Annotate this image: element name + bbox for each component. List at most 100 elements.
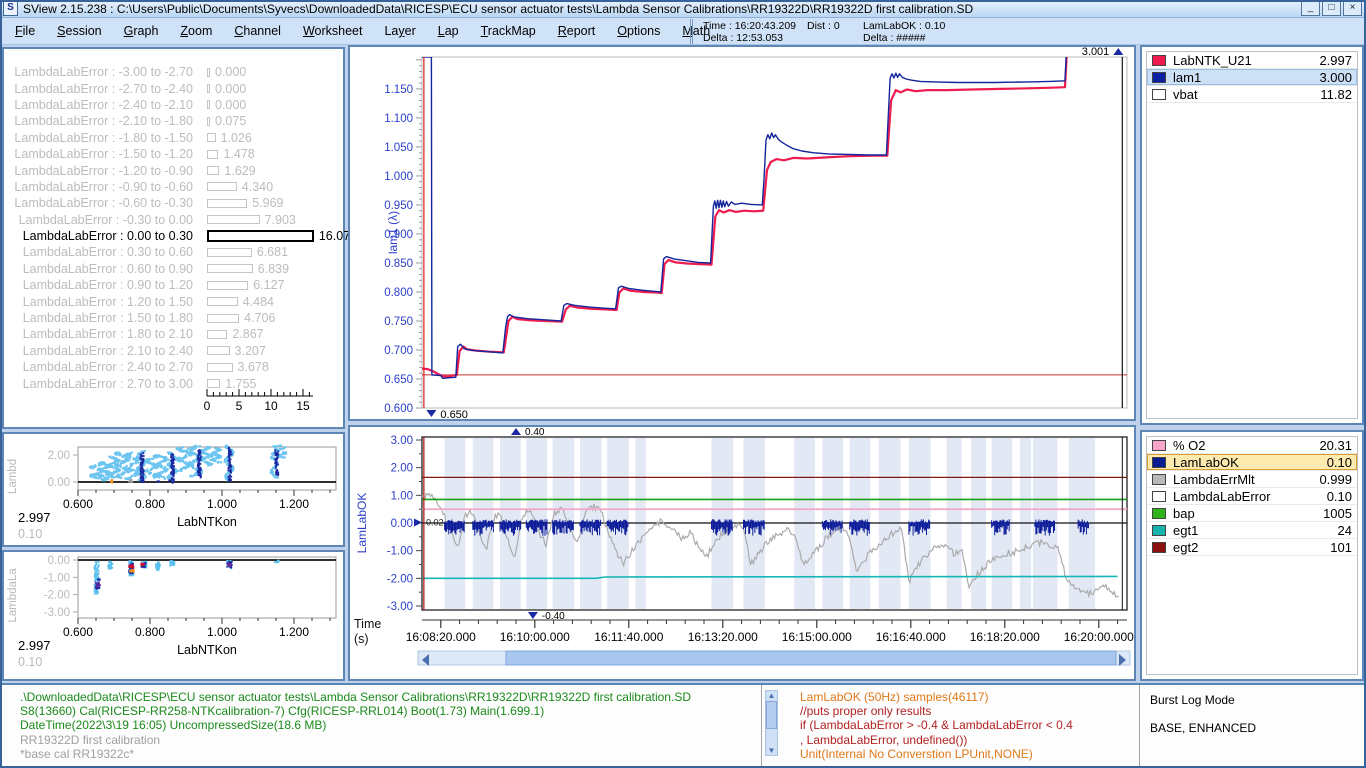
menu-item-worksheet[interactable]: Worksheet <box>302 24 363 38</box>
channel-row--o2[interactable]: % O2 20.31 <box>1147 437 1357 454</box>
svg-text:1.000: 1.000 <box>384 171 413 183</box>
scroll-right-icon[interactable] <box>1119 654 1126 666</box>
svg-text:0.600: 0.600 <box>63 497 93 511</box>
histogram-row[interactable]: LambdaLabError : -1.80 to -1.50 1.026 <box>4 130 343 146</box>
histogram-row[interactable]: LambdaLabError : -0.60 to -0.30 5.969 <box>4 195 343 211</box>
menu-item-graph[interactable]: Graph <box>123 24 159 38</box>
menu-item-math[interactable]: Math <box>682 24 711 38</box>
histogram-row[interactable]: LambdaLabError : 2.40 to 2.70 3.678 <box>4 359 343 375</box>
lamlabok-chart-panel[interactable]: -3.00 -2.00 -1.00 0.00 1.00 2.00 3.00 LamLabOK 0… <box>348 425 1136 681</box>
scatter-top-chart[interactable]: 0.00 2.00 0.600 0.800 1.000 1.200 LabNTKon Lamb… <box>4 434 343 545</box>
scatter-ylabel: LambdaLa <box>7 568 19 623</box>
time-scrollbar-thumb[interactable] <box>505 650 1117 666</box>
svg-text:0.850: 0.850 <box>384 258 413 270</box>
scatter-top-panel[interactable]: 0.00 2.00 0.600 0.800 1.000 1.200 LabNTKon Lamb… <box>2 432 345 547</box>
histogram-bar <box>207 280 249 290</box>
channel-name: bap <box>1173 505 1195 521</box>
histogram-bar <box>207 116 210 126</box>
scroll-left-icon[interactable] <box>422 654 429 666</box>
channel-value: 24 <box>1337 522 1352 538</box>
below-range-label: 0.650 <box>440 409 468 419</box>
channel-row-labntk-u21[interactable]: LabNTK_U21 2.997 <box>1147 52 1357 69</box>
histogram-row[interactable]: LambdaLabError : 2.70 to 3.00 1.755 <box>4 375 343 391</box>
histogram-row[interactable]: LambdaLabError : -3.00 to -2.70 0.000 <box>4 64 343 80</box>
histogram-row-label: LambdaLabError : 1.50 to 1.80 <box>22 311 193 326</box>
histogram-row[interactable]: LambdaLabError : -1.20 to -0.90 1.629 <box>4 162 343 178</box>
histogram-bar <box>207 149 219 159</box>
menu-item-report[interactable]: Report <box>557 24 596 38</box>
svg-text:-3.00: -3.00 <box>44 607 70 619</box>
scatter-cursor-x-value: 2.997 <box>18 638 51 653</box>
math-scrollbar[interactable]: ▲ ▼ <box>765 690 778 756</box>
channel-row-lambdaerrmlt[interactable]: LambdaErrMlt 0.999 <box>1147 471 1357 488</box>
histogram-row[interactable]: LambdaLabError : -1.50 to -1.20 1.478 <box>4 146 343 162</box>
cursor-value-arrow-icon <box>1113 48 1124 55</box>
svg-text:-2.00: -2.00 <box>387 573 413 585</box>
scatter-bottom-chart[interactable]: 0.00 -1.00 -2.00 -3.00 0.600 0.800 1.000 1.200 L… <box>4 552 343 679</box>
histogram-panel[interactable]: LambdaLabError : -3.00 to -2.70 0.000 Lamb… <box>2 47 357 429</box>
svg-text:1.200: 1.200 <box>279 497 309 511</box>
histogram-row[interactable]: LambdaLabError : 1.50 to 1.80 4.706 <box>4 310 343 326</box>
scroll-thumb[interactable] <box>766 701 777 729</box>
statusbar-math-info: ▲ ▼ LamLabOK (50Hz) samples(46117)//puts… <box>762 685 1140 768</box>
main-chart[interactable]: 0.600 0.650 0.700 0.750 0.800 0.850 0.900 0.950… <box>350 47 1134 419</box>
menubar-status: Time : 16:20:43.209 Dist : 0 LamLabOK : … <box>690 19 945 44</box>
histogram-row[interactable]: LambdaLabError : 0.90 to 1.20 6.127 <box>4 277 343 293</box>
histogram-row-label: LambdaLabError : 0.30 to 0.60 <box>22 245 193 260</box>
menu-item-trackmap[interactable]: TrackMap <box>480 24 536 38</box>
lamlabok-chart[interactable]: -3.00 -2.00 -1.00 0.00 1.00 2.00 3.00 LamLabOK 0… <box>350 427 1134 679</box>
statusbar-line: //puts proper only results <box>800 704 932 719</box>
menu-item-options[interactable]: Options <box>617 24 661 38</box>
channel-row-vbat[interactable]: vbat 11.82 <box>1147 86 1357 103</box>
menu-item-zoom[interactable]: Zoom <box>180 24 213 38</box>
channel-row-bap[interactable]: bap 1005 <box>1147 505 1357 522</box>
histogram-row[interactable]: LambdaLabError : 0.00 to 0.30 16.074 <box>4 228 357 244</box>
channel-value: 0.10 <box>1326 454 1352 470</box>
histogram-bar <box>207 198 248 208</box>
channel-list-top-panel: LabNTK_U21 2.997 lam1 3.000 vbat 11.82 <box>1140 45 1364 425</box>
histogram-row[interactable]: LambdaLabError : -2.10 to -1.80 0.075 <box>4 113 343 129</box>
menu-item-channel[interactable]: Channel <box>234 24 281 38</box>
menu-item-layer[interactable]: Layer <box>384 24 416 38</box>
menu-item-session[interactable]: Session <box>57 24 102 38</box>
menu-item-lap[interactable]: Lap <box>437 24 459 38</box>
histogram-row[interactable]: LambdaLabError : 2.10 to 2.40 3.207 <box>4 343 343 359</box>
scatter-bottom-panel[interactable]: 0.00 -1.00 -2.00 -3.00 0.600 0.800 1.000 1.200 L… <box>2 550 345 681</box>
channel-color-swatch <box>1152 507 1166 519</box>
status-delta-lamlabok: Delta : ##### <box>863 32 926 44</box>
scatter-ylabel: Lambd <box>7 459 19 494</box>
scroll-down-icon[interactable]: ▼ <box>767 746 776 755</box>
channel-row-egt2[interactable]: egt2 101 <box>1147 539 1357 556</box>
histogram-row[interactable]: LambdaLabError : -2.40 to -2.10 0.000 <box>4 97 343 113</box>
histogram-bar <box>207 67 210 77</box>
histogram-row[interactable]: LambdaLabError : 1.80 to 2.10 2.867 <box>4 326 343 342</box>
scroll-up-icon[interactable]: ▲ <box>767 691 776 700</box>
minimize-button[interactable]: _ <box>1301 1 1320 16</box>
channel-row-lambdalaberror[interactable]: LambdaLabError 0.10 <box>1147 488 1357 505</box>
channel-row-egt1[interactable]: egt1 24 <box>1147 522 1357 539</box>
menubar: File Session Graph Zoom Channel Worksheet Laye… <box>0 18 1366 45</box>
svg-text:0.00: 0.00 <box>391 518 413 530</box>
channel-name: egt2 <box>1173 539 1199 555</box>
histogram-row[interactable]: LambdaLabError : -0.90 to -0.60 4.340 <box>4 179 343 195</box>
histogram-row[interactable]: LambdaLabError : 0.30 to 0.60 6.681 <box>4 244 343 260</box>
main-chart-panel[interactable]: 0.600 0.650 0.700 0.750 0.800 0.850 0.900 0.950… <box>348 45 1136 421</box>
menu-items: File Session Graph Zoom Channel Worksheet Laye… <box>0 18 1366 45</box>
histogram-row[interactable]: LambdaLabError : 1.20 to 1.50 4.484 <box>4 293 343 309</box>
statusbar-line: DateTime(2022\3\19 16:05) UncompressedSi… <box>20 718 327 733</box>
channel-row-lamlabok[interactable]: LamLabOK 0.10 <box>1147 454 1357 471</box>
svg-text:0.650: 0.650 <box>384 374 413 386</box>
menu-item-file[interactable]: File <box>15 24 36 38</box>
close-button[interactable]: × <box>1343 1 1362 16</box>
channel-name: egt1 <box>1173 522 1199 538</box>
titlebar: S SView 2.15.238 : C:\Users\Public\Docum… <box>0 0 1366 18</box>
restore-button[interactable]: □ <box>1322 1 1341 16</box>
statusbar-file-info: .\DownloadedData\RICESP\ECU sensor actua… <box>0 685 762 768</box>
histogram-row-label: LambdaLabError : -1.20 to -0.90 <box>14 163 193 178</box>
histogram-bar <box>207 329 228 339</box>
histogram-row[interactable]: LambdaLabError : -0.30 to 0.00 7.903 <box>4 212 343 228</box>
histogram-row[interactable]: LambdaLabError : -2.70 to -2.40 0.000 <box>4 80 343 96</box>
channel-color-swatch <box>1152 456 1166 468</box>
histogram-row[interactable]: LambdaLabError : 0.60 to 0.90 6.839 <box>4 261 343 277</box>
channel-row-lam1[interactable]: lam1 3.000 <box>1147 69 1357 86</box>
